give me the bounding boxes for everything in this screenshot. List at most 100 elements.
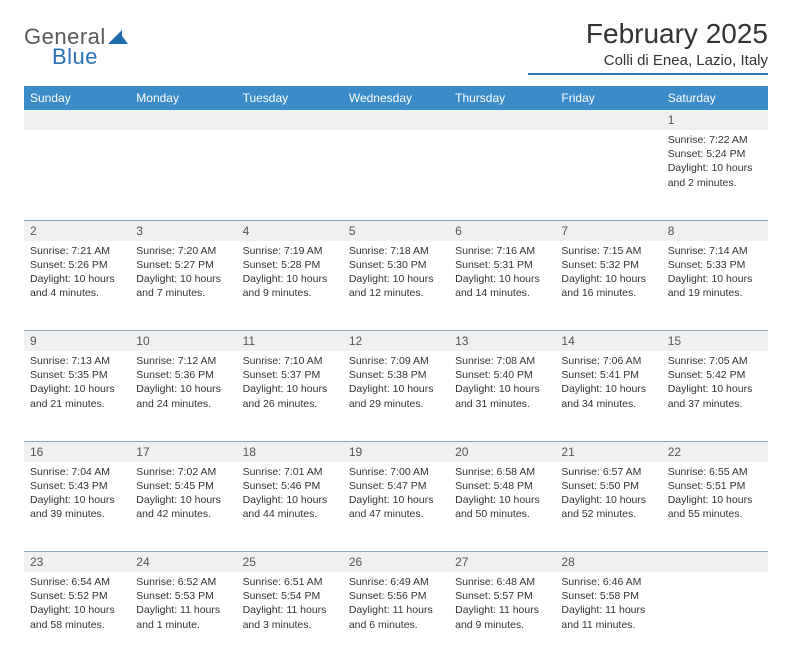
sunrise-line: Sunrise: 6:57 AM	[561, 465, 655, 479]
sunset-line: Sunset: 5:58 PM	[561, 589, 655, 603]
day-number: 8	[662, 220, 768, 241]
sunrise-line: Sunrise: 7:15 AM	[561, 244, 655, 258]
sunset-line: Sunset: 5:43 PM	[30, 479, 124, 493]
day-number	[449, 110, 555, 130]
sunset-line: Sunset: 5:38 PM	[349, 368, 443, 382]
sunset-line: Sunset: 5:37 PM	[243, 368, 337, 382]
day-cell: Sunrise: 6:57 AMSunset: 5:50 PMDaylight:…	[555, 462, 661, 552]
sunset-line: Sunset: 5:42 PM	[668, 368, 762, 382]
daylight-line: Daylight: 11 hours and 9 minutes.	[455, 603, 549, 631]
day-cell: Sunrise: 7:13 AMSunset: 5:35 PMDaylight:…	[24, 351, 130, 441]
sunrise-line: Sunrise: 7:06 AM	[561, 354, 655, 368]
day-number	[130, 110, 236, 130]
day-number: 24	[130, 552, 236, 573]
sunset-line: Sunset: 5:52 PM	[30, 589, 124, 603]
day-cell: Sunrise: 7:05 AMSunset: 5:42 PMDaylight:…	[662, 351, 768, 441]
brand-logo: General Blue	[24, 18, 128, 76]
day-number: 14	[555, 331, 661, 352]
day-number	[662, 552, 768, 573]
sunset-line: Sunset: 5:48 PM	[455, 479, 549, 493]
sunset-line: Sunset: 5:26 PM	[30, 258, 124, 272]
sunrise-line: Sunrise: 7:12 AM	[136, 354, 230, 368]
day-number: 3	[130, 220, 236, 241]
day-number: 16	[24, 441, 130, 462]
sunrise-line: Sunrise: 7:18 AM	[349, 244, 443, 258]
weekday-header: Friday	[555, 86, 661, 110]
daylight-line: Daylight: 10 hours and 12 minutes.	[349, 272, 443, 300]
day-number: 18	[237, 441, 343, 462]
daylight-line: Daylight: 10 hours and 47 minutes.	[349, 493, 443, 521]
day-number: 27	[449, 552, 555, 573]
sunset-line: Sunset: 5:35 PM	[30, 368, 124, 382]
daylight-line: Daylight: 10 hours and 21 minutes.	[30, 382, 124, 410]
sunset-line: Sunset: 5:46 PM	[243, 479, 337, 493]
daylight-line: Daylight: 10 hours and 24 minutes.	[136, 382, 230, 410]
day-cell: Sunrise: 7:08 AMSunset: 5:40 PMDaylight:…	[449, 351, 555, 441]
sunrise-line: Sunrise: 6:52 AM	[136, 575, 230, 589]
day-cell: Sunrise: 6:54 AMSunset: 5:52 PMDaylight:…	[24, 572, 130, 662]
day-cell	[237, 130, 343, 220]
day-number: 25	[237, 552, 343, 573]
day-cell: Sunrise: 7:02 AMSunset: 5:45 PMDaylight:…	[130, 462, 236, 552]
day-number	[24, 110, 130, 130]
sunrise-line: Sunrise: 7:10 AM	[243, 354, 337, 368]
day-number: 6	[449, 220, 555, 241]
sunrise-line: Sunrise: 6:55 AM	[668, 465, 762, 479]
sunset-line: Sunset: 5:54 PM	[243, 589, 337, 603]
day-cell: Sunrise: 7:15 AMSunset: 5:32 PMDaylight:…	[555, 241, 661, 331]
sunrise-line: Sunrise: 7:13 AM	[30, 354, 124, 368]
day-content-row: Sunrise: 7:13 AMSunset: 5:35 PMDaylight:…	[24, 351, 768, 441]
day-number: 9	[24, 331, 130, 352]
sunset-line: Sunset: 5:56 PM	[349, 589, 443, 603]
day-number: 26	[343, 552, 449, 573]
day-number: 20	[449, 441, 555, 462]
weekday-header: Saturday	[662, 86, 768, 110]
daylight-line: Daylight: 10 hours and 26 minutes.	[243, 382, 337, 410]
sunrise-line: Sunrise: 7:05 AM	[668, 354, 762, 368]
day-cell	[555, 130, 661, 220]
daylight-line: Daylight: 10 hours and 2 minutes.	[668, 161, 762, 189]
day-cell: Sunrise: 7:19 AMSunset: 5:28 PMDaylight:…	[237, 241, 343, 331]
sunrise-line: Sunrise: 7:02 AM	[136, 465, 230, 479]
daylight-line: Daylight: 10 hours and 50 minutes.	[455, 493, 549, 521]
day-cell	[130, 130, 236, 220]
day-number: 12	[343, 331, 449, 352]
daylight-line: Daylight: 11 hours and 1 minute.	[136, 603, 230, 631]
daylight-line: Daylight: 10 hours and 9 minutes.	[243, 272, 337, 300]
daylight-line: Daylight: 10 hours and 55 minutes.	[668, 493, 762, 521]
day-number-row: 9101112131415	[24, 331, 768, 352]
day-number-row: 16171819202122	[24, 441, 768, 462]
daylight-line: Daylight: 11 hours and 11 minutes.	[561, 603, 655, 631]
sunrise-line: Sunrise: 7:04 AM	[30, 465, 124, 479]
sunrise-line: Sunrise: 6:54 AM	[30, 575, 124, 589]
title-block: February 2025 Colli di Enea, Lazio, Ital…	[528, 18, 768, 75]
sunrise-line: Sunrise: 7:16 AM	[455, 244, 549, 258]
day-number: 7	[555, 220, 661, 241]
weekday-header: Wednesday	[343, 86, 449, 110]
day-number: 11	[237, 331, 343, 352]
day-number: 28	[555, 552, 661, 573]
day-number: 13	[449, 331, 555, 352]
day-cell: Sunrise: 6:52 AMSunset: 5:53 PMDaylight:…	[130, 572, 236, 662]
daylight-line: Daylight: 10 hours and 44 minutes.	[243, 493, 337, 521]
day-number	[237, 110, 343, 130]
day-content-row: Sunrise: 7:22 AMSunset: 5:24 PMDaylight:…	[24, 130, 768, 220]
sunrise-line: Sunrise: 7:01 AM	[243, 465, 337, 479]
sunrise-line: Sunrise: 7:22 AM	[668, 133, 762, 147]
brand-text: General Blue	[24, 24, 128, 76]
sunset-line: Sunset: 5:28 PM	[243, 258, 337, 272]
daylight-line: Daylight: 10 hours and 19 minutes.	[668, 272, 762, 300]
brand-part2: Blue	[52, 44, 98, 69]
day-cell: Sunrise: 6:51 AMSunset: 5:54 PMDaylight:…	[237, 572, 343, 662]
sunset-line: Sunset: 5:51 PM	[668, 479, 762, 493]
sunrise-line: Sunrise: 6:49 AM	[349, 575, 443, 589]
day-cell: Sunrise: 7:16 AMSunset: 5:31 PMDaylight:…	[449, 241, 555, 331]
day-cell	[343, 130, 449, 220]
day-number: 10	[130, 331, 236, 352]
daylight-line: Daylight: 10 hours and 39 minutes.	[30, 493, 124, 521]
day-content-row: Sunrise: 7:21 AMSunset: 5:26 PMDaylight:…	[24, 241, 768, 331]
sunrise-line: Sunrise: 7:14 AM	[668, 244, 762, 258]
day-number: 23	[24, 552, 130, 573]
daylight-line: Daylight: 10 hours and 31 minutes.	[455, 382, 549, 410]
day-cell	[449, 130, 555, 220]
